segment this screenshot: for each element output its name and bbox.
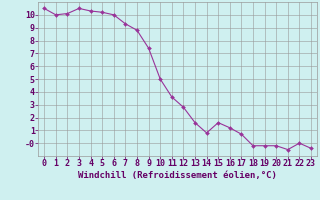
X-axis label: Windchill (Refroidissement éolien,°C): Windchill (Refroidissement éolien,°C)	[78, 171, 277, 180]
